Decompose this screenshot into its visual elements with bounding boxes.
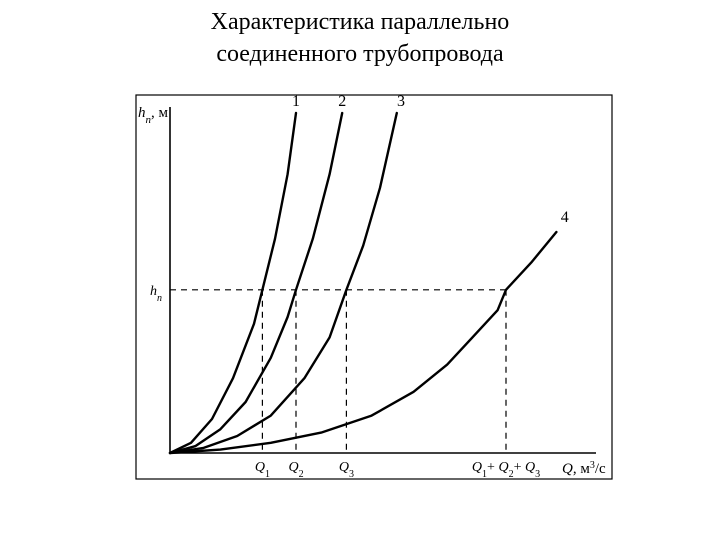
title-line-2: соединенного трубопровода bbox=[216, 41, 503, 67]
title-line-1: Характеристика параллельно bbox=[211, 9, 510, 35]
svg-text:2: 2 bbox=[338, 93, 346, 110]
svg-text:hn, м: hn, м bbox=[138, 105, 169, 126]
svg-text:3: 3 bbox=[397, 93, 405, 110]
svg-text:Q2: Q2 bbox=[288, 460, 303, 480]
svg-text:1: 1 bbox=[292, 93, 300, 110]
svg-text:Q1+ Q2+ Q3: Q1+ Q2+ Q3 bbox=[472, 460, 540, 480]
chart-title: Характеристика параллельно соединенного … bbox=[0, 0, 720, 71]
chart-container: hn, м Q, м3/с hn Q1 Q2 Q3 Q1+ Q2+ Q3 1 2 3 4 bbox=[100, 83, 620, 493]
svg-text:hn: hn bbox=[150, 284, 162, 304]
svg-text:4: 4 bbox=[561, 209, 569, 226]
chart-svg: hn, м Q, м3/с hn Q1 Q2 Q3 Q1+ Q2+ Q3 1 2 3 4 bbox=[100, 83, 620, 493]
svg-text:Q1: Q1 bbox=[255, 460, 270, 480]
svg-text:Q, м3/с: Q, м3/с bbox=[562, 459, 606, 477]
svg-text:Q3: Q3 bbox=[339, 460, 354, 480]
